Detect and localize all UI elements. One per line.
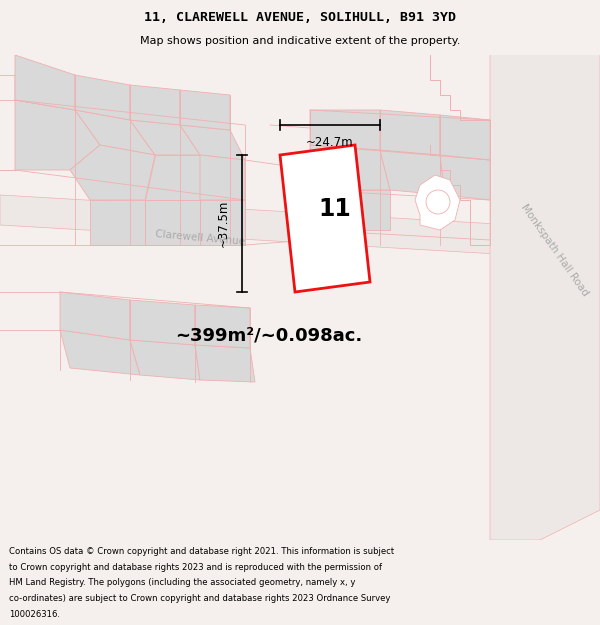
Polygon shape: [490, 0, 600, 540]
Text: Monkspath Hall Road: Monkspath Hall Road: [520, 202, 590, 298]
Text: Map shows position and indicative extent of the property.: Map shows position and indicative extent…: [140, 36, 460, 46]
Text: 11: 11: [319, 196, 352, 221]
Polygon shape: [145, 155, 200, 200]
Polygon shape: [60, 330, 140, 375]
Polygon shape: [0, 195, 600, 260]
Polygon shape: [195, 305, 250, 348]
Text: to Crown copyright and database rights 2023 and is reproduced with the permissio: to Crown copyright and database rights 2…: [9, 562, 382, 571]
Polygon shape: [75, 110, 155, 155]
Text: 100026316.: 100026316.: [9, 610, 60, 619]
Polygon shape: [415, 175, 460, 230]
Polygon shape: [195, 345, 255, 382]
Polygon shape: [180, 125, 245, 160]
Polygon shape: [440, 155, 490, 200]
Text: HM Land Registry. The polygons (including the associated geometry, namely x, y: HM Land Registry. The polygons (includin…: [9, 578, 355, 587]
Polygon shape: [280, 145, 370, 292]
Polygon shape: [380, 110, 440, 155]
Text: ~37.5m: ~37.5m: [217, 200, 230, 247]
Polygon shape: [70, 145, 155, 200]
Polygon shape: [130, 85, 180, 125]
Polygon shape: [310, 110, 380, 150]
Text: co-ordinates) are subject to Crown copyright and database rights 2023 Ordnance S: co-ordinates) are subject to Crown copyr…: [9, 594, 391, 603]
Polygon shape: [380, 150, 445, 195]
Polygon shape: [310, 190, 390, 230]
Polygon shape: [15, 55, 75, 110]
Circle shape: [426, 190, 450, 214]
Text: ~24.7m: ~24.7m: [306, 136, 354, 149]
Polygon shape: [145, 200, 200, 245]
Text: Contains OS data © Crown copyright and database right 2021. This information is : Contains OS data © Crown copyright and d…: [9, 547, 394, 556]
Polygon shape: [200, 155, 245, 200]
Polygon shape: [90, 200, 145, 245]
Polygon shape: [130, 120, 200, 155]
Polygon shape: [440, 115, 490, 160]
Polygon shape: [15, 75, 75, 110]
Polygon shape: [180, 90, 230, 130]
Polygon shape: [130, 340, 200, 380]
Polygon shape: [200, 200, 245, 245]
Polygon shape: [130, 300, 195, 345]
Polygon shape: [60, 292, 130, 340]
Text: 11, CLAREWELL AVENUE, SOLIHULL, B91 3YD: 11, CLAREWELL AVENUE, SOLIHULL, B91 3YD: [144, 11, 456, 24]
Text: Clarewell Avenue: Clarewell Avenue: [155, 229, 245, 247]
Polygon shape: [75, 75, 130, 120]
Polygon shape: [15, 100, 100, 170]
Polygon shape: [310, 145, 390, 190]
Text: ~399m²/~0.098ac.: ~399m²/~0.098ac.: [175, 326, 362, 344]
